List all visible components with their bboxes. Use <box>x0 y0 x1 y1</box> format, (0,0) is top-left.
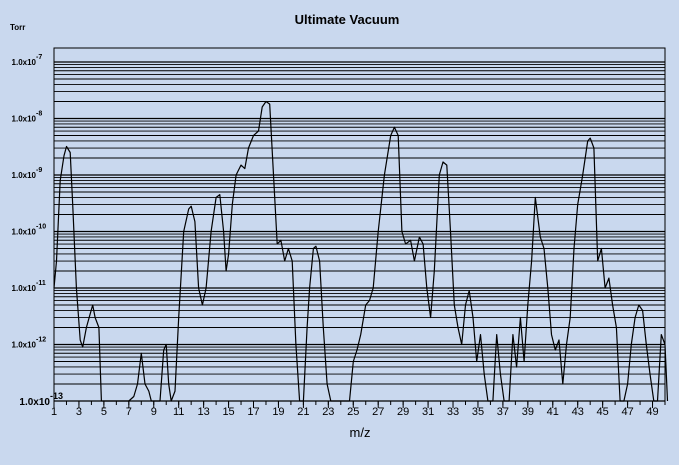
x-tick-label: 21 <box>297 406 309 418</box>
x-tick-label: 37 <box>497 406 509 418</box>
x-tick-label: 19 <box>272 406 284 418</box>
y-tick-label: 1.0x10 <box>12 284 37 293</box>
y-tick-exponent: -12 <box>36 337 46 344</box>
y-tick-exponent: -11 <box>36 280 46 287</box>
y-tick-label: 1.0x10 <box>12 58 37 67</box>
y-tick-exponent: -10 <box>36 224 46 231</box>
x-tick-label: 13 <box>198 406 210 418</box>
y-tick-exponent: -13 <box>50 391 63 401</box>
y-tick-label: 1.0x10 <box>19 397 50 408</box>
y-tick-exponent: -8 <box>36 111 42 118</box>
x-tick-label: 39 <box>522 406 534 418</box>
x-tick-label: 43 <box>572 406 584 418</box>
x-axis: 1 3 5 7 9 11 13 15 17 19 21 23 25 27 29 31 33 35 37 39 41 43 4… <box>51 401 666 418</box>
x-tick-label: 33 <box>447 406 459 418</box>
y-tick-exponent: -7 <box>36 54 42 61</box>
x-tick-label: 15 <box>222 406 234 418</box>
x-tick-label: 7 <box>126 406 132 418</box>
x-tick-label: 45 <box>597 406 609 418</box>
plot-frame <box>53 47 666 402</box>
y-axis: 1.0x10-131.0x10-121.0x10-111.0x10-101.0x… <box>12 54 63 408</box>
chart-title: Ultimate Vacuum <box>295 12 400 27</box>
x-tick-label: 31 <box>422 406 434 418</box>
y-tick-label: 1.0x10 <box>12 228 37 237</box>
y-tick-label: 1.0x10 <box>12 171 37 180</box>
series-line <box>53 100 669 402</box>
x-tick-label: 49 <box>646 406 658 418</box>
x-tick-label: 35 <box>472 406 484 418</box>
x-tick-label: 3 <box>76 406 82 418</box>
x-axis-label: m/z <box>350 425 371 440</box>
y-tick-label: 1.0x10 <box>12 115 37 124</box>
x-tick-label: 23 <box>322 406 334 418</box>
y-tick-exponent: -9 <box>36 167 42 174</box>
x-tick-label: 27 <box>372 406 384 418</box>
x-tick-label: 25 <box>347 406 359 418</box>
x-tick-label: 41 <box>547 406 559 418</box>
x-tick-label: 5 <box>101 406 107 418</box>
x-tick-label: 47 <box>621 406 633 418</box>
grid <box>54 61 665 402</box>
x-tick-label: 9 <box>151 406 157 418</box>
y-tick-label: 1.0x10 <box>12 341 37 350</box>
y-axis-unit: Torr <box>10 23 25 32</box>
x-tick-label: 1 <box>51 406 57 418</box>
x-tick-label: 11 <box>173 406 184 418</box>
x-tick-label: 29 <box>397 406 409 418</box>
x-tick-label: 17 <box>247 406 259 418</box>
